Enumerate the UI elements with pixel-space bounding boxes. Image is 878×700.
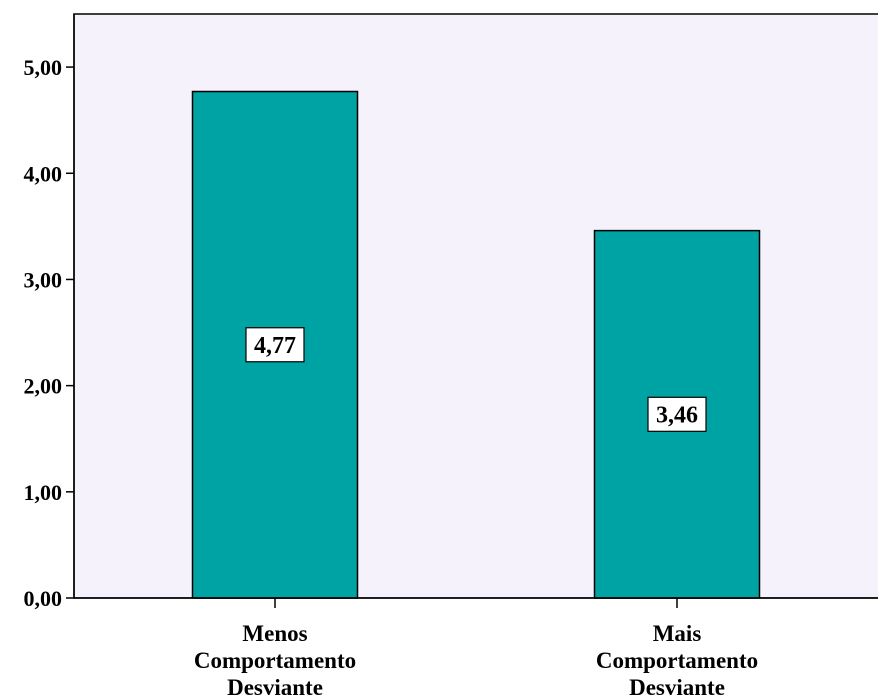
data-labels-group: 4,77 3,46	[245, 327, 707, 432]
data-label: 4,77	[254, 333, 296, 359]
y-tick-label: 5,00	[24, 55, 63, 80]
y-tick-label: 3,00	[24, 267, 63, 292]
x-axis: Menos Comportamento Desviante Mais Comportam…	[74, 597, 878, 700]
y-axis: 0,00 1,00 2,00 3,00 4,00 5,00	[24, 14, 75, 611]
x-tick-label: Menos Comportamento Desviante	[194, 621, 356, 700]
data-label: 3,46	[656, 402, 698, 428]
data-label-box	[647, 396, 707, 432]
y-tick-label: 1,00	[24, 480, 63, 505]
y-tick-label: 4,00	[24, 161, 63, 186]
y-tick-label: 0,00	[24, 586, 63, 611]
x-tick-label: Mais Comportamento Desviante	[596, 621, 758, 700]
data-label-box	[245, 327, 305, 363]
y-tick-label: 2,00	[24, 374, 63, 399]
